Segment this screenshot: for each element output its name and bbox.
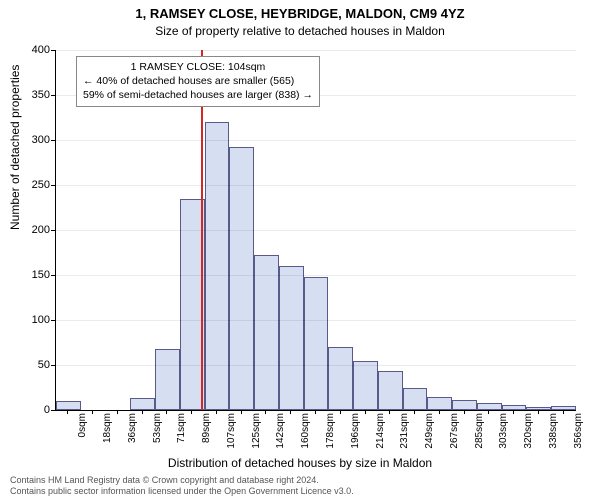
y-tick-mark <box>51 50 55 51</box>
grid-line <box>56 230 576 231</box>
x-axis-label: Distribution of detached houses by size … <box>0 456 600 470</box>
grid-line <box>56 50 576 51</box>
x-tick-mark <box>464 410 465 414</box>
x-tick-mark <box>389 410 390 414</box>
y-tick-mark <box>51 230 55 231</box>
y-tick-label: 150 <box>10 269 50 281</box>
x-tick-label: 285sqm <box>474 413 485 453</box>
x-tick-label: 107sqm <box>226 413 237 453</box>
histogram-bar <box>427 397 452 411</box>
x-tick-mark <box>166 410 167 414</box>
chart-title-sub: Size of property relative to detached ho… <box>0 24 600 38</box>
histogram-bar <box>205 122 230 410</box>
x-tick-mark <box>538 410 539 414</box>
histogram-bar <box>254 255 279 410</box>
x-tick-label: 356sqm <box>573 413 584 453</box>
annotation-line2: ← 40% of detached houses are smaller (56… <box>83 74 313 88</box>
x-tick-mark <box>365 410 366 414</box>
histogram-bar <box>56 401 81 410</box>
x-tick-mark <box>340 410 341 414</box>
x-tick-label: 89sqm <box>201 413 212 453</box>
x-tick-mark <box>92 410 93 414</box>
grid-line <box>56 320 576 321</box>
x-tick-label: 267sqm <box>449 413 460 453</box>
y-tick-label: 0 <box>10 404 50 416</box>
x-tick-mark <box>191 410 192 414</box>
x-tick-mark <box>216 410 217 414</box>
histogram-bar <box>551 406 576 411</box>
x-tick-label: 231sqm <box>399 413 410 453</box>
y-tick-label: 50 <box>10 359 50 371</box>
y-tick-mark <box>51 410 55 411</box>
histogram-bar <box>130 398 155 410</box>
annotation-line3: 59% of semi-detached houses are larger (… <box>83 88 313 102</box>
x-tick-mark <box>265 410 266 414</box>
grid-line <box>56 275 576 276</box>
x-tick-label: 303sqm <box>498 413 509 453</box>
plot-area: 1 RAMSEY CLOSE: 104sqm ← 40% of detached… <box>55 50 576 411</box>
x-tick-label: 18sqm <box>102 413 113 453</box>
x-tick-label: 142sqm <box>275 413 286 453</box>
x-tick-label: 320sqm <box>523 413 534 453</box>
y-tick-mark <box>51 275 55 276</box>
chart-container: 1, RAMSEY CLOSE, HEYBRIDGE, MALDON, CM9 … <box>0 0 600 500</box>
x-tick-mark <box>290 410 291 414</box>
x-tick-label: 125sqm <box>251 413 262 453</box>
x-tick-mark <box>488 410 489 414</box>
x-tick-mark <box>67 410 68 414</box>
x-tick-mark <box>513 410 514 414</box>
y-tick-label: 200 <box>10 224 50 236</box>
x-tick-label: 160sqm <box>300 413 311 453</box>
histogram-bar <box>328 347 353 410</box>
x-tick-mark <box>439 410 440 414</box>
histogram-bar <box>155 349 180 410</box>
x-tick-label: 338sqm <box>548 413 559 453</box>
y-tick-mark <box>51 320 55 321</box>
y-tick-label: 400 <box>10 44 50 56</box>
histogram-bar <box>526 407 551 410</box>
histogram-bar <box>304 277 329 410</box>
histogram-bar <box>403 388 428 411</box>
x-tick-label: 178sqm <box>325 413 336 453</box>
grid-line <box>56 365 576 366</box>
x-tick-mark <box>241 410 242 414</box>
y-tick-mark <box>51 185 55 186</box>
y-tick-mark <box>51 140 55 141</box>
x-tick-label: 36sqm <box>127 413 138 453</box>
y-tick-mark <box>51 365 55 366</box>
x-tick-label: 53sqm <box>152 413 163 453</box>
footer-line1: Contains HM Land Registry data © Crown c… <box>10 475 354 486</box>
x-tick-label: 0sqm <box>77 413 88 453</box>
annotation-line1: 1 RAMSEY CLOSE: 104sqm <box>83 60 313 74</box>
grid-line <box>56 185 576 186</box>
histogram-bar <box>279 266 304 410</box>
y-tick-label: 350 <box>10 89 50 101</box>
histogram-bar <box>477 403 502 410</box>
histogram-bar <box>229 147 254 410</box>
y-tick-label: 300 <box>10 134 50 146</box>
x-tick-label: 249sqm <box>424 413 435 453</box>
annotation-box: 1 RAMSEY CLOSE: 104sqm ← 40% of detached… <box>76 56 320 107</box>
footer-attribution: Contains HM Land Registry data © Crown c… <box>10 475 354 498</box>
x-tick-mark <box>117 410 118 414</box>
x-tick-mark <box>315 410 316 414</box>
x-tick-label: 214sqm <box>375 413 386 453</box>
histogram-bar <box>452 400 477 410</box>
y-tick-mark <box>51 95 55 96</box>
grid-line <box>56 140 576 141</box>
x-tick-label: 196sqm <box>350 413 361 453</box>
footer-line2: Contains public sector information licen… <box>10 486 354 497</box>
x-tick-mark <box>414 410 415 414</box>
histogram-bar <box>378 371 403 410</box>
x-tick-mark <box>142 410 143 414</box>
x-tick-label: 71sqm <box>176 413 187 453</box>
y-tick-label: 100 <box>10 314 50 326</box>
chart-title-main: 1, RAMSEY CLOSE, HEYBRIDGE, MALDON, CM9 … <box>0 6 600 21</box>
y-tick-label: 250 <box>10 179 50 191</box>
histogram-bar <box>353 361 378 411</box>
x-tick-mark <box>563 410 564 414</box>
